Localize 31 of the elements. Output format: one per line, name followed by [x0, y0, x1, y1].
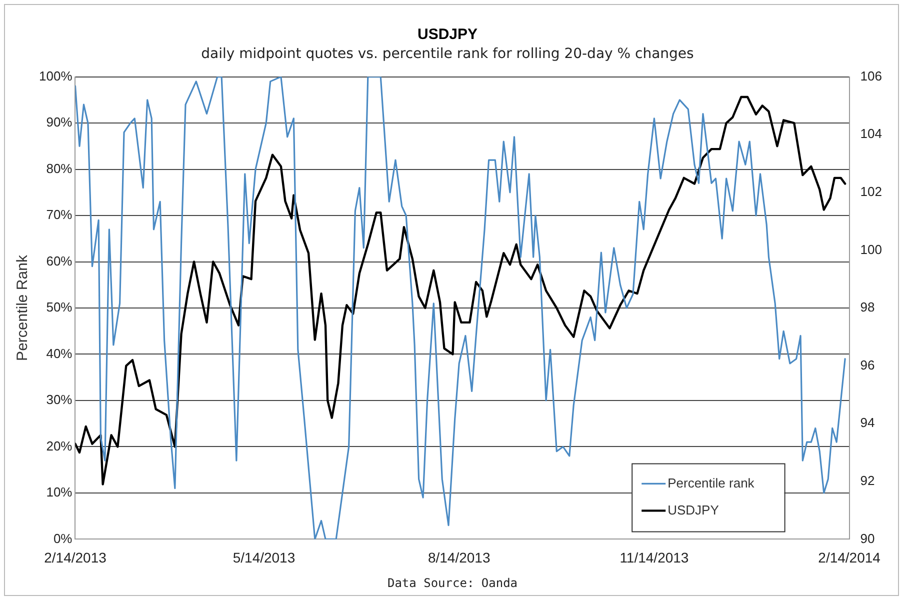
x-tick-label: 2/14/2014 [818, 549, 881, 566]
y-tick-label: 60% [46, 253, 73, 268]
x-tick-label: 8/14/2013 [428, 549, 490, 566]
x-tick-label: 5/14/2013 [232, 549, 296, 566]
y2-tick-label: 106 [860, 68, 882, 84]
y-tick-label: 70% [46, 207, 73, 222]
y2-tick-label: 98 [860, 300, 875, 315]
y-tick-label: 50% [46, 300, 73, 315]
y-tick-label: 0% [53, 530, 73, 546]
y-tick-label: 90% [46, 114, 73, 130]
y-tick-label: 10% [46, 484, 73, 500]
y2-tick-label: 102 [860, 184, 882, 199]
x-tick-label: 11/14/2013 [620, 549, 689, 566]
y-axis-title: Percentile Rank [14, 254, 32, 361]
y-tick-label: 40% [46, 346, 73, 361]
y2-tick-label: 90 [860, 530, 875, 546]
y-tick-label: 30% [46, 392, 73, 408]
y-tick-label: 80% [46, 160, 73, 176]
y2-tick-label: 104 [860, 126, 882, 142]
chart-subtitle: daily midpoint quotes vs. percentile rank for rolling 20-day % changes [201, 46, 694, 62]
y2-tick-label: 96 [860, 357, 875, 372]
legend-label: Percentile rank [668, 475, 755, 490]
legend-label: USDJPY [668, 502, 720, 518]
y2-tick-label: 100 [860, 242, 882, 257]
y2-tick-label: 94 [860, 415, 875, 430]
y-tick-label: 20% [46, 438, 73, 454]
y-tick-label: 100% [39, 68, 73, 84]
y2-tick-label: 92 [860, 472, 875, 488]
source-note: Data Source: Oanda [386, 576, 519, 590]
chart-title: USDJPY [417, 26, 478, 44]
x-tick-label: 2/14/2013 [44, 549, 107, 566]
